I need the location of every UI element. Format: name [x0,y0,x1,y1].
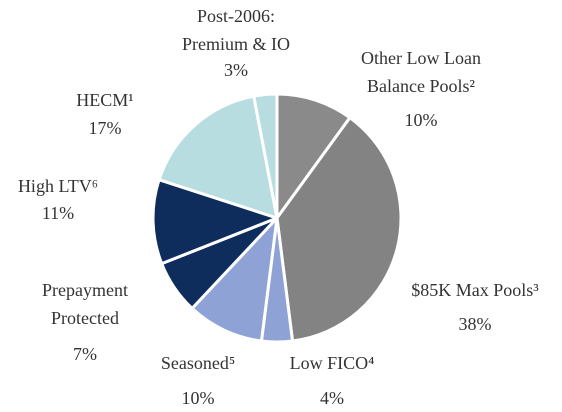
slice-label: Other Low Loan Balance Pools² [361,48,481,96]
pie-slice [157,94,279,220]
slice-label: Low FICO⁴ [290,353,375,373]
value-label: 3% [224,60,248,80]
label-line: Other Low Loan [361,48,481,68]
pie-slice [252,92,279,220]
slice-label: Seasoned⁵ [161,353,235,373]
slice-label: $85K Max Pools³ [411,280,539,300]
label-line: Post-2006: [197,6,275,26]
label-line: Protected [51,308,119,328]
pie-slice [151,178,279,266]
label-line: Prepayment [42,280,128,300]
slice-label: Post-2006: Premium & IO [182,6,290,54]
slice-label: High LTV⁶ [18,176,98,196]
value-label: 4% [320,388,344,408]
value-label: 38% [459,314,492,334]
slice-label: HECM¹ [76,90,133,110]
slice-label: Prepayment Protected [42,280,128,328]
label-line: Balance Pools² [367,76,475,96]
value-label: 11% [42,203,74,223]
value-label: 7% [73,344,97,364]
value-label: 17% [89,118,122,138]
value-label: 10% [182,388,215,408]
pie-slice [275,92,352,220]
pie-slice [190,216,279,343]
pie-slice [275,116,403,343]
value-label: 10% [405,110,438,130]
label-line: Premium & IO [182,34,290,54]
